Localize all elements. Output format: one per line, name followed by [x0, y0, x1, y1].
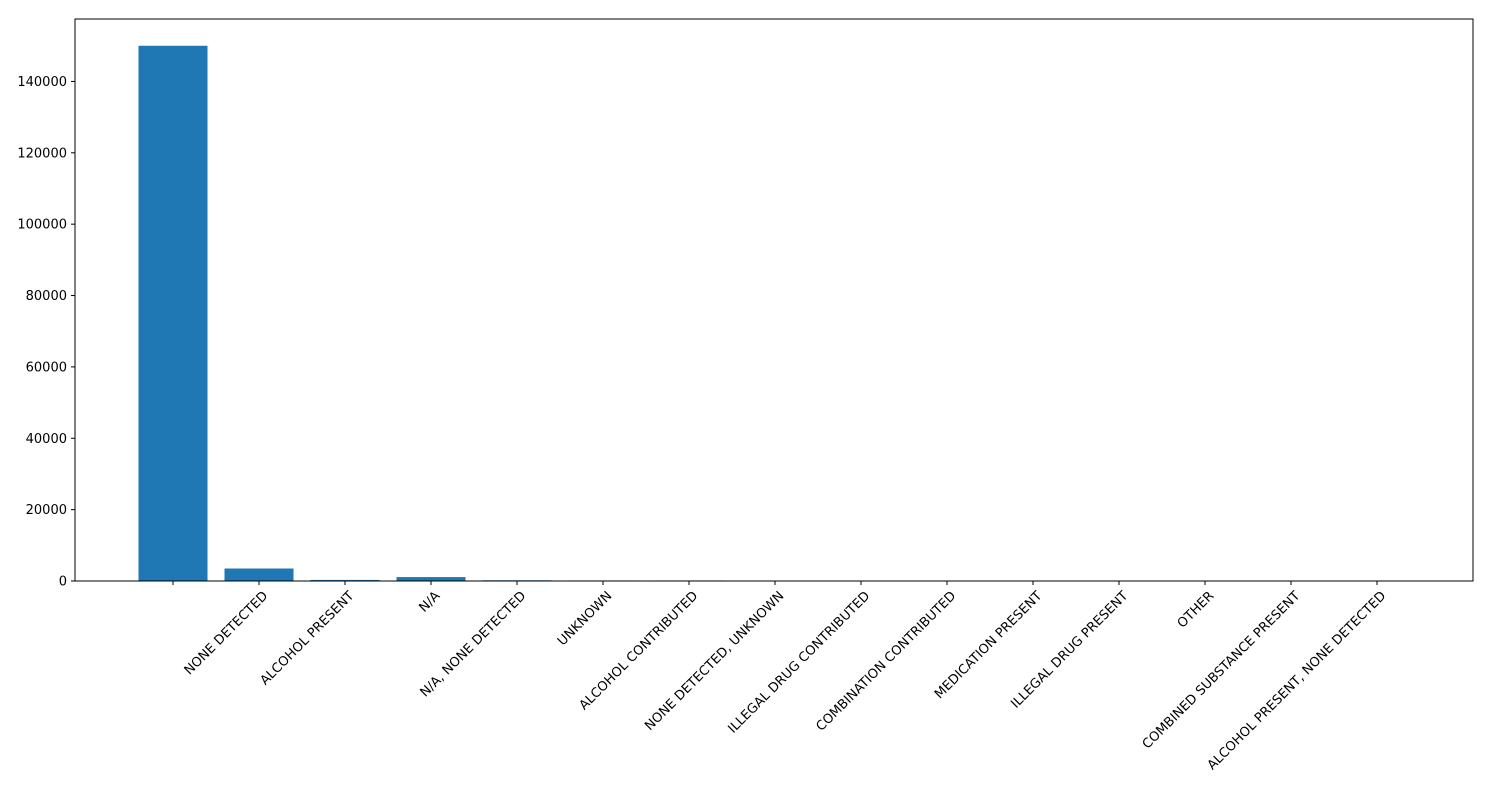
y-tick-label: 0: [59, 575, 67, 590]
plot-area: [75, 19, 1473, 581]
bar-2: [310, 579, 380, 581]
bar-3: [396, 577, 466, 581]
bars-group: [138, 45, 1412, 582]
bar-0: [138, 45, 208, 582]
x-tick-label: N/A: [416, 589, 443, 616]
x-tick-label: ALCOHOL PRESENT: [258, 589, 358, 689]
x-tick-label: UNKNOWN: [555, 589, 615, 649]
y-tick-label: 20000: [26, 503, 67, 518]
y-tick-label: 120000: [17, 146, 67, 161]
x-tick-label: COMBINED SUBSTANCE PRESENT: [1140, 589, 1304, 753]
y-tick-label: 60000: [26, 360, 67, 375]
x-tick-label: ALCOHOL PRESENT, NONE DETECTED: [1205, 589, 1390, 774]
y-tick-label: 40000: [26, 432, 67, 447]
y-tick-label: 100000: [17, 218, 67, 233]
x-tick-label: OTHER: [1175, 589, 1218, 632]
y-axis: 0 20000 40000 60000 80000 100000 120000 140000: [17, 75, 75, 590]
plot-frame: [74, 18, 1474, 582]
x-tick-label: COMBINATION CONTRIBUTED: [813, 589, 959, 735]
x-tick-label: ILLEGAL DRUG CONTRIBUTED: [725, 589, 873, 737]
bar-1: [224, 568, 294, 581]
y-tick-label: 140000: [17, 75, 67, 90]
x-tick-label: NONE DETECTED, UNKNOWN: [642, 589, 787, 734]
y-tick-label: 80000: [26, 289, 67, 304]
x-tick-label: NONE DETECTED: [182, 589, 272, 679]
